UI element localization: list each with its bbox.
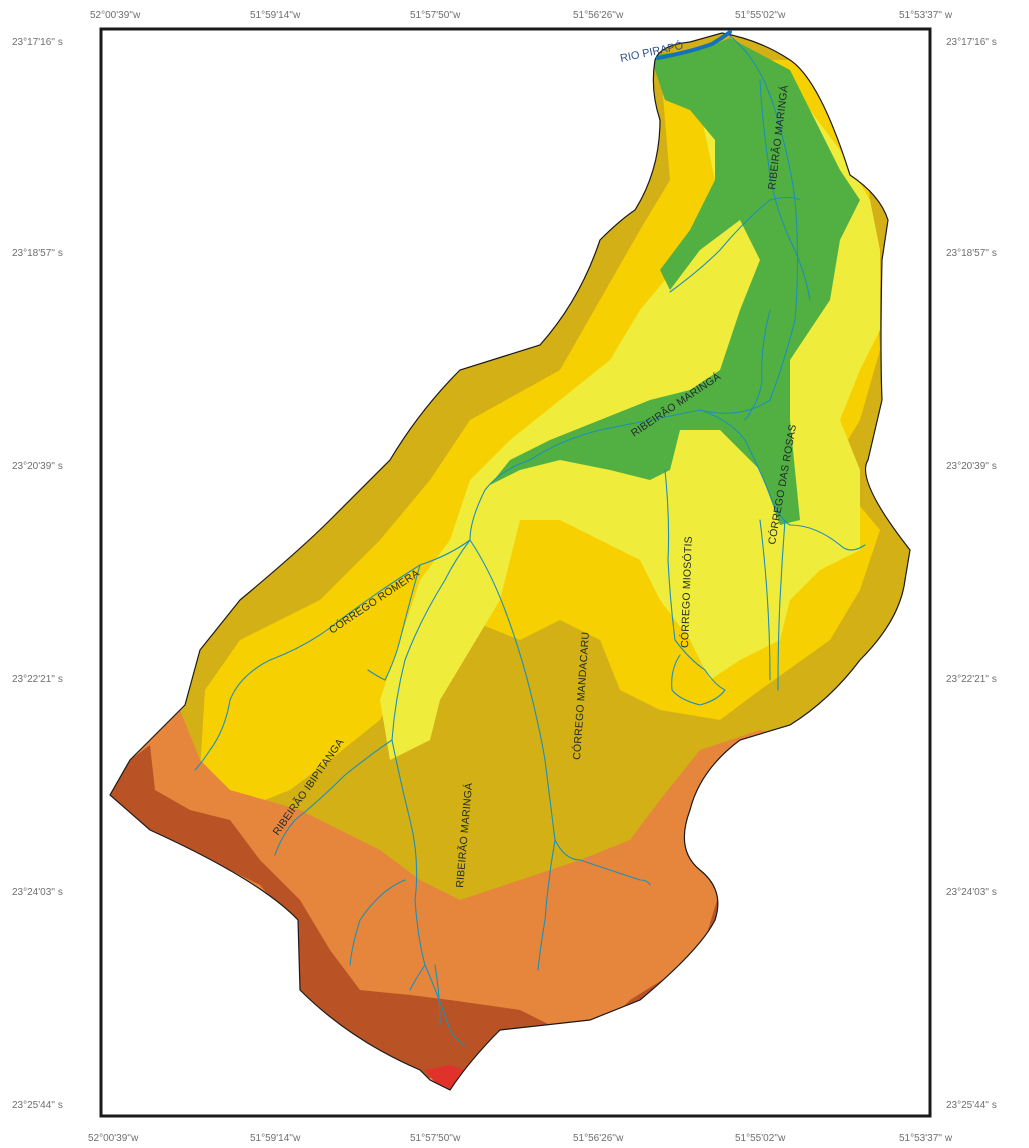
stream-romera-branch [367, 564, 421, 681]
bottom-coord-2: 51°59'14''w [250, 1133, 301, 1144]
right-coord-2: 23°18'57'' s [946, 248, 997, 259]
stream-south-branch-2 [434, 964, 441, 1026]
stream-rosas-branch [759, 519, 771, 681]
stream-ribeirao-maringa-main [391, 35, 799, 1046]
right-coord-3: 23°20'39'' s [946, 461, 997, 472]
stream-corrego-miosotis [664, 469, 726, 706]
top-coordinates: 52°00'39''w 51°59'14''w 51°57'50''w 51°5… [90, 10, 953, 21]
stream-ribeirao-ibipitanga [274, 739, 393, 856]
top-coord-4: 51°56'26''w [573, 10, 624, 21]
stream-tributary-upper [759, 79, 811, 301]
bottom-coordinates: 52°00'39''w 51°59'14''w 51°57'50''w 51°5… [88, 1133, 953, 1144]
stream-tributary-north-west [669, 196, 801, 293]
top-coord-5: 51°55'02''w [735, 10, 786, 21]
class-brown [110, 745, 560, 1080]
left-coordinates: 23°17'16'' s 23°18'57'' s 23°20'39'' s 2… [12, 37, 63, 1111]
bottom-coord-6: 51°53'37'' w [899, 1133, 953, 1144]
top-coord-1: 52°00'39''w [90, 10, 141, 21]
right-coord-5: 23°24'03'' s [946, 887, 997, 898]
left-coord-5: 23°24'03'' s [12, 887, 63, 898]
left-coord-3: 23°20'39'' s [12, 461, 63, 472]
stream-network [194, 35, 866, 1046]
bottom-coord-4: 51°56'26''w [573, 1133, 624, 1144]
stream-rosas-upper [744, 309, 771, 421]
stream-corrego-mandacaru [469, 539, 651, 886]
stream-mandacaru-lower [537, 839, 556, 971]
bottom-coord-1: 52°00'39''w [88, 1133, 139, 1144]
right-coord-4: 23°22'21'' s [946, 674, 997, 685]
right-coord-1: 23°17'16'' s [946, 37, 997, 48]
top-coord-2: 51°59'14''w [250, 10, 301, 21]
rio-pirapo-river [656, 30, 732, 60]
left-coord-4: 23°22'21'' s [12, 674, 63, 685]
top-coord-6: 51°53'37'' w [899, 10, 953, 21]
bottom-coord-3: 51°57'50''w [410, 1133, 461, 1144]
left-coord-2: 23°18'57'' s [12, 248, 63, 259]
left-coord-6: 23°25'44'' s [12, 1100, 63, 1111]
stream-south-branch [409, 964, 426, 991]
right-coordinates: 23°17'16'' s 23°18'57'' s 23°20'39'' s 2… [946, 37, 997, 1111]
bottom-coord-5: 51°55'02''w [735, 1133, 786, 1144]
label-corrego-miosotis: CÓRREGO MIOSÓTIS [678, 536, 695, 648]
stream-corrego-das-rosas [699, 409, 866, 551]
left-coord-1: 23°17'16'' s [12, 37, 63, 48]
stream-ibipitanga-branch [349, 879, 406, 966]
right-coord-6: 23°25'44'' s [946, 1100, 997, 1111]
stream-rosas-south [777, 519, 786, 691]
top-coord-3: 51°57'50''w [410, 10, 461, 21]
basin-outline [109, 32, 911, 1091]
